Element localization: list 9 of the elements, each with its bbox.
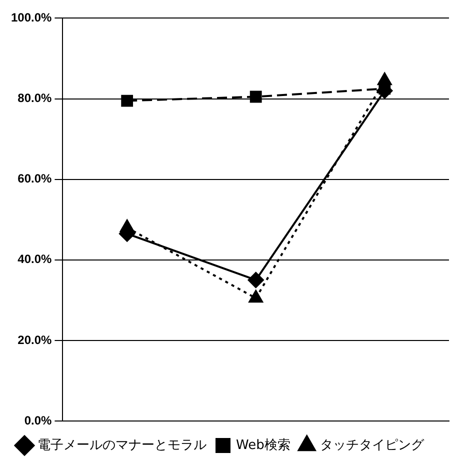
legend-label: Web検索 bbox=[236, 438, 290, 453]
y-tick-label: 80.0% bbox=[18, 91, 52, 106]
legend-label: 電子メールのマナーとモラル bbox=[38, 438, 206, 453]
y-tick-label: 40.0% bbox=[18, 252, 52, 266]
y-tick-label: 20.0% bbox=[18, 332, 52, 347]
legend-label: タッチタイピング bbox=[320, 438, 425, 453]
y-tick-label: 60.0% bbox=[18, 172, 52, 186]
y-tick-label: 0.0% bbox=[24, 413, 52, 428]
y-tick-label: 100.0% bbox=[10, 10, 52, 25]
